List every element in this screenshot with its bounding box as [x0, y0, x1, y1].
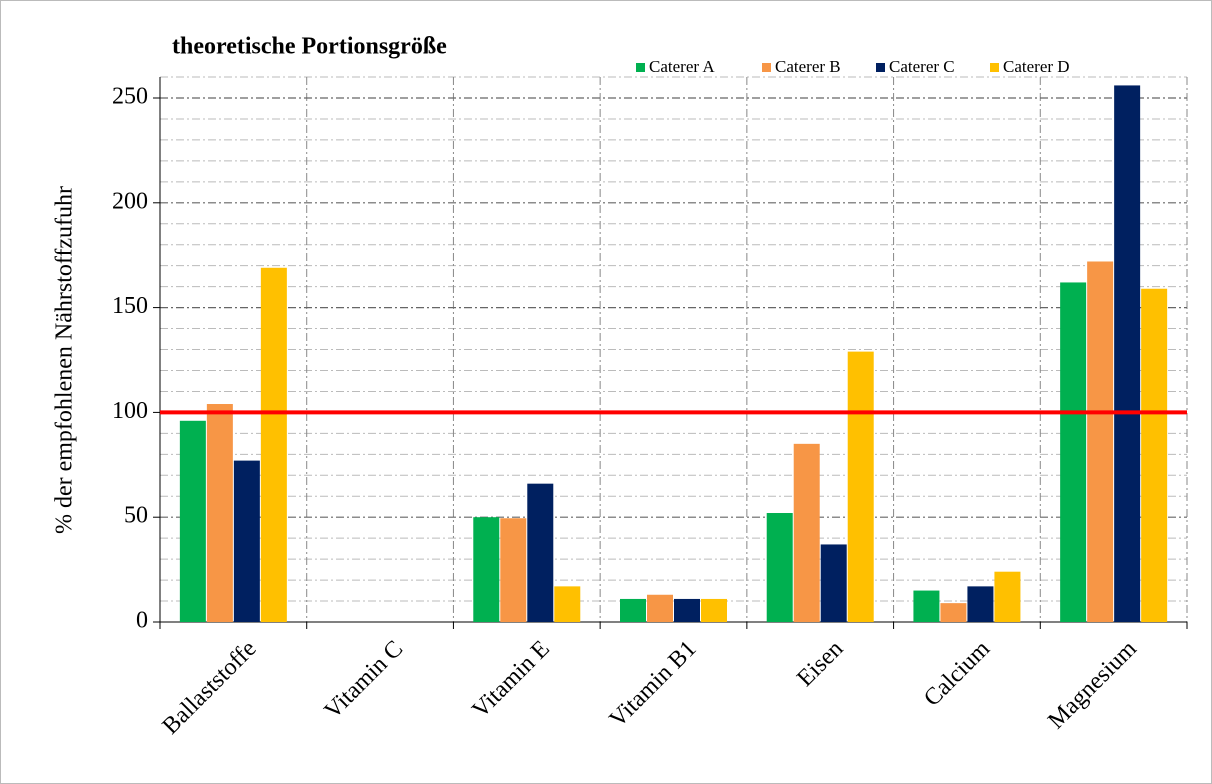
legend-label: Caterer A: [649, 57, 715, 76]
legend-swatch: [990, 63, 999, 72]
y-tick-label: 250: [112, 84, 148, 110]
bar: [766, 513, 793, 622]
bar: [1087, 261, 1114, 622]
bar: [179, 420, 206, 622]
legend-swatch: [762, 63, 771, 72]
bar: [233, 460, 260, 622]
bar: [940, 603, 967, 622]
bar: [913, 590, 940, 622]
bar: [554, 586, 581, 622]
y-tick-label: 0: [136, 608, 148, 634]
bar: [701, 598, 727, 622]
legend-label: Caterer C: [889, 57, 955, 76]
bar: [500, 518, 527, 622]
bar: [820, 544, 847, 622]
legend-swatch: [876, 63, 885, 72]
bar: [260, 267, 287, 622]
bar: [206, 404, 233, 622]
y-tick-label: 150: [112, 293, 148, 319]
bar: [793, 443, 820, 622]
bar: [647, 594, 673, 622]
bar: [527, 483, 554, 622]
bar: [473, 517, 500, 622]
y-tick-label: 50: [124, 503, 148, 529]
legend-swatch: [636, 63, 645, 72]
bar: [620, 598, 646, 622]
legend-label: Caterer D: [1003, 57, 1070, 76]
bar: [847, 351, 874, 622]
y-axis-label: % der empfohlenen Nährstoffzufuhr: [52, 186, 78, 534]
bar: [674, 598, 700, 622]
bar: [1114, 85, 1141, 622]
bar: [1060, 282, 1087, 622]
bar: [967, 586, 994, 622]
y-tick-label: 200: [112, 188, 148, 214]
y-tick-label: 100: [112, 398, 148, 424]
bar: [994, 571, 1021, 622]
legend-label: Caterer B: [775, 57, 841, 76]
chart-title: theoretische Portionsgröße: [172, 34, 447, 60]
bar: [1141, 288, 1168, 622]
